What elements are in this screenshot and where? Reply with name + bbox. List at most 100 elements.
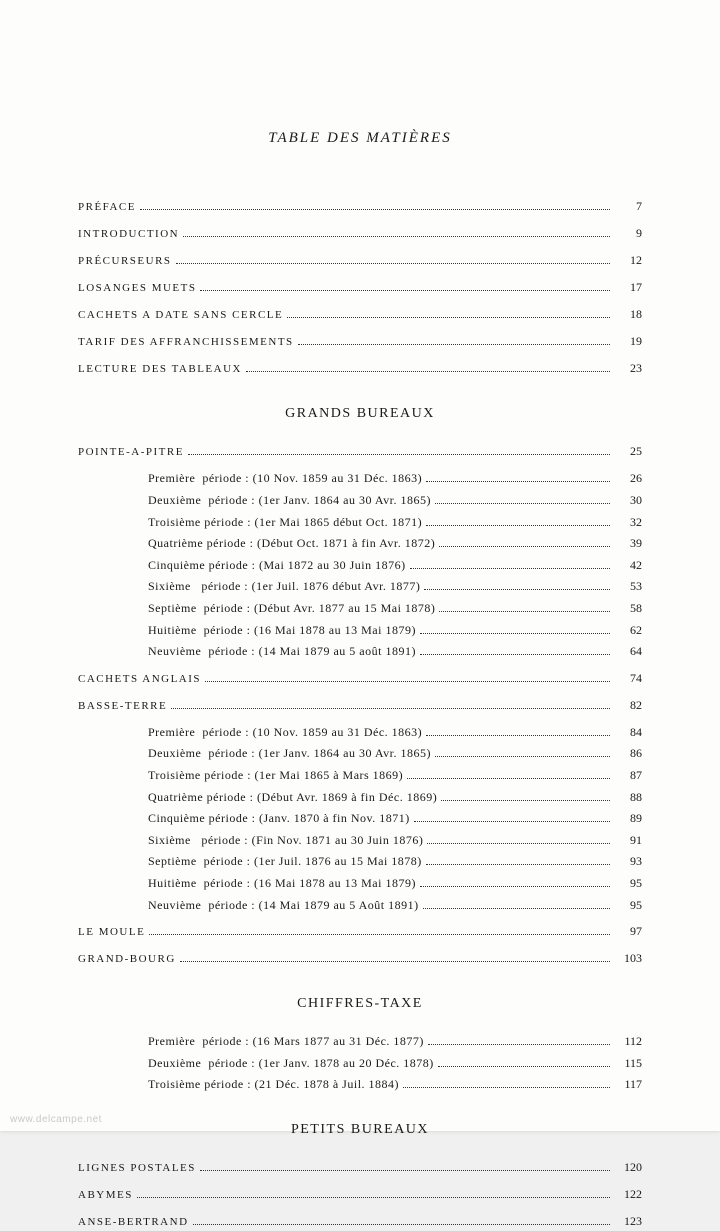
toc-page-number: 93 xyxy=(614,852,642,871)
toc-leader-dots xyxy=(423,908,610,909)
toc-page-number: 58 xyxy=(614,599,642,618)
toc-leader-dots xyxy=(410,568,610,569)
section-heading: GRANDS BUREAUX xyxy=(78,406,642,422)
toc-leader-dots xyxy=(435,503,610,504)
toc-line: Huitième période : (16 Mai 1878 au 13 Ma… xyxy=(78,621,642,640)
toc-page-number: 42 xyxy=(614,556,642,575)
watermark: www.delcampe.net xyxy=(10,1114,102,1125)
toc-line: Deuxième période : (1er Janv. 1864 au 30… xyxy=(78,491,642,510)
toc-line: Sixième période : (Fin Nov. 1871 au 30 J… xyxy=(78,831,642,850)
toc-page-number: 86 xyxy=(614,744,642,763)
toc-label: Neuvième période : (14 Mai 1879 au 5 Aoû… xyxy=(148,896,419,915)
toc-leader-dots xyxy=(246,371,610,372)
toc-label: Première période : (10 Nov. 1859 au 31 D… xyxy=(148,469,422,488)
toc-label: Deuxième période : (1er Janv. 1864 au 30… xyxy=(148,491,431,510)
toc-line: Neuvième période : (14 Mai 1879 au 5 Aoû… xyxy=(78,896,642,915)
toc-page-number: 9 xyxy=(614,224,642,243)
toc-page-number: 91 xyxy=(614,831,642,850)
toc-leader-dots xyxy=(441,800,610,801)
toc-leader-dots xyxy=(149,934,610,935)
toc-label: Cinquième période : (Mai 1872 au 30 Juin… xyxy=(148,556,406,575)
toc-page-number: 74 xyxy=(614,669,642,688)
toc-leader-dots xyxy=(137,1197,610,1198)
toc-label: Septième période : (1er Juil. 1876 au 15… xyxy=(148,852,422,871)
toc-line: Deuxième période : (1er Janv. 1864 au 30… xyxy=(78,744,642,763)
toc-line: ANSE-BERTRAND123 xyxy=(78,1212,642,1231)
toc-label: ABYMES xyxy=(78,1187,133,1204)
toc-label: Première période : (16 Mars 1877 au 31 D… xyxy=(148,1032,424,1051)
toc-page-number: 88 xyxy=(614,788,642,807)
toc-label: Septième période : (Début Avr. 1877 au 1… xyxy=(148,599,435,618)
toc-label: Troisième période : (1er Mai 1865 à Mars… xyxy=(148,766,403,785)
toc-label: LECTURE DES TABLEAUX xyxy=(78,361,242,378)
toc-leader-dots xyxy=(188,454,610,455)
toc-page-number: 53 xyxy=(614,577,642,596)
toc-line: Troisième période : (1er Mai 1865 à Mars… xyxy=(78,766,642,785)
toc-page-number: 89 xyxy=(614,809,642,828)
toc-leader-dots xyxy=(426,525,610,526)
toc-leader-dots xyxy=(403,1087,610,1088)
toc-leader-dots xyxy=(424,589,610,590)
toc-leader-dots xyxy=(193,1224,610,1225)
toc-leader-dots xyxy=(427,843,610,844)
toc-page-number: 87 xyxy=(614,766,642,785)
toc-page-number: 25 xyxy=(614,442,642,461)
toc-page-number: 115 xyxy=(614,1054,642,1073)
toc-line: ABYMES 122 xyxy=(78,1185,642,1204)
toc-leader-dots xyxy=(205,681,610,682)
toc-front-matter: PRÉFACE7INTRODUCTION9PRÉCURSEURS12LOSANG… xyxy=(78,197,642,378)
toc-label: PRÉFACE xyxy=(78,199,136,216)
toc-line: Troisième période : (1er Mai 1865 début … xyxy=(78,513,642,532)
toc-line: Première période : (10 Nov. 1859 au 31 D… xyxy=(78,469,642,488)
toc-line: Troisième période : (21 Déc. 1878 à Juil… xyxy=(78,1075,642,1094)
toc-label: PRÉCURSEURS xyxy=(78,253,172,270)
toc-label: TARIF DES AFFRANCHISSEMENTS xyxy=(78,334,294,351)
toc-page-number: 123 xyxy=(614,1212,642,1231)
toc-line: Cinquième période : (Mai 1872 au 30 Juin… xyxy=(78,556,642,575)
toc-page-number: 12 xyxy=(614,251,642,270)
toc-line: LECTURE DES TABLEAUX 23 xyxy=(78,359,642,378)
toc-label: CACHETS A DATE SANS CERCLE xyxy=(78,307,283,324)
toc-line: Cinquième période : (Janv. 1870 à fin No… xyxy=(78,809,642,828)
toc-leader-dots xyxy=(298,344,610,345)
toc-label: Sixième période : (Fin Nov. 1871 au 30 J… xyxy=(148,831,423,850)
toc-leader-dots xyxy=(140,209,610,210)
toc-page-number: 30 xyxy=(614,491,642,510)
toc-leader-dots xyxy=(426,481,610,482)
toc-leader-dots xyxy=(438,1066,610,1067)
section-heading: PETITS BUREAUX xyxy=(78,1122,642,1138)
toc-leader-dots xyxy=(439,611,610,612)
toc-line: LIGNES POSTALES120 xyxy=(78,1158,642,1177)
toc-label: Quatrième période : (Début Oct. 1871 à f… xyxy=(148,534,435,553)
toc-leader-dots xyxy=(180,961,610,962)
toc-label: CACHETS ANGLAIS xyxy=(78,671,201,688)
toc-label: Neuvième période : (14 Mai 1879 au 5 aoû… xyxy=(148,642,416,661)
toc-label: Cinquième période : (Janv. 1870 à fin No… xyxy=(148,809,410,828)
toc-page-number: 18 xyxy=(614,305,642,324)
toc-label: LIGNES POSTALES xyxy=(78,1160,196,1177)
toc-label: LOSANGES MUETS xyxy=(78,280,196,297)
toc-line: Septième période : (Début Avr. 1877 au 1… xyxy=(78,599,642,618)
toc-page-number: 95 xyxy=(614,874,642,893)
toc-page-number: 103 xyxy=(614,949,642,968)
toc-label: Première période : (10 Nov. 1859 au 31 D… xyxy=(148,723,422,742)
toc-line: BASSE-TERRE82 xyxy=(78,696,642,715)
toc-label: Huitième période : (16 Mai 1878 au 13 Ma… xyxy=(148,621,416,640)
toc-line: CACHETS A DATE SANS CERCLE 18 xyxy=(78,305,642,324)
toc-line: PRÉCURSEURS 12 xyxy=(78,251,642,270)
toc-leader-dots xyxy=(183,236,610,237)
toc-page-number: 32 xyxy=(614,513,642,532)
toc-label: Sixième période : (1er Juil. 1876 début … xyxy=(148,577,420,596)
toc-page-number: 97 xyxy=(614,922,642,941)
page-title: TABLE DES MATIÈRES xyxy=(78,130,642,147)
toc-page-number: 122 xyxy=(614,1185,642,1204)
toc-page-number: 23 xyxy=(614,359,642,378)
toc-leader-dots xyxy=(200,290,610,291)
toc-line: Septième période : (1er Juil. 1876 au 15… xyxy=(78,852,642,871)
toc-leader-dots xyxy=(420,886,610,887)
page: TABLE DES MATIÈRES PRÉFACE7INTRODUCTION9… xyxy=(0,0,720,1131)
toc-leader-dots xyxy=(200,1170,610,1171)
toc-leader-dots xyxy=(426,864,610,865)
toc-label: Quatrième période : (Début Avr. 1869 à f… xyxy=(148,788,437,807)
toc-leader-dots xyxy=(420,633,610,634)
